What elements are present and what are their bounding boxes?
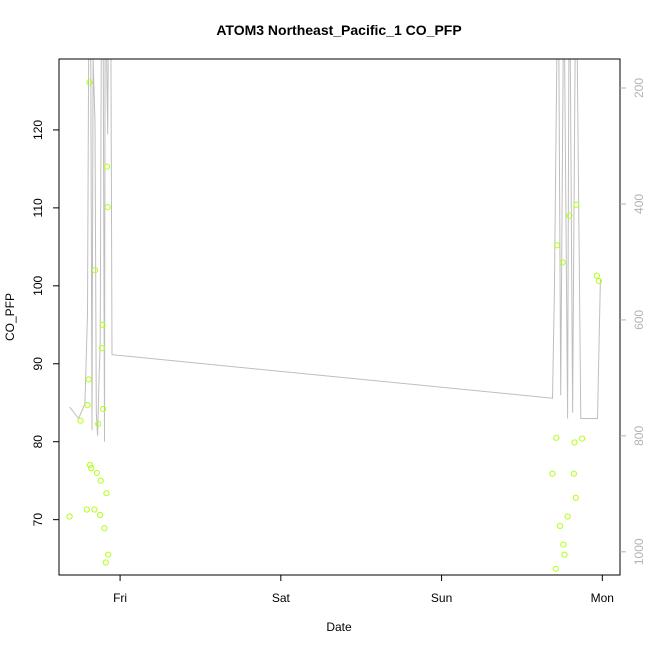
y2-tick-label: 400 [632, 194, 646, 214]
y-tick-label: 100 [31, 275, 45, 295]
data-point [103, 490, 110, 497]
data-point [559, 259, 566, 266]
data-point [91, 267, 99, 274]
data-point [571, 439, 578, 446]
data-point [66, 513, 73, 520]
data-point [564, 513, 571, 520]
data-point [84, 402, 91, 409]
data-point [86, 79, 93, 86]
data-point [105, 551, 112, 558]
data-point [561, 551, 568, 558]
data-point [553, 434, 560, 441]
data-point [97, 511, 104, 519]
data-point [77, 417, 84, 424]
data-point [572, 494, 579, 501]
plot-frame [58, 58, 621, 576]
data-point [556, 522, 564, 530]
x-tick-label: Sat [272, 591, 291, 605]
data-point [83, 506, 90, 513]
x-tick-label: Fri [113, 591, 127, 605]
data-point [91, 506, 98, 513]
data-point [101, 525, 108, 532]
data-point [98, 345, 106, 352]
data-point [552, 565, 559, 572]
y2-tick-label: 800 [632, 426, 646, 446]
data-point [99, 321, 106, 328]
plot-area: 70 80 90 100 110 120 200 400 600 800 1000 Fri Sat Sun… [31, 58, 646, 605]
data-point [93, 469, 101, 476]
chart-title: ATOM3 Northeast_Pacific_1 CO_PFP [216, 22, 461, 38]
y-axis-label: CO_PFP [3, 293, 17, 341]
data-point [104, 204, 111, 211]
data-point [570, 470, 578, 477]
data-point [95, 420, 102, 427]
x-tick-label: Sun [431, 591, 452, 605]
y-tick-label: 90 [31, 357, 45, 371]
x-axis-label: Date [326, 620, 352, 634]
data-point [102, 559, 109, 566]
data-point [86, 462, 94, 469]
data-point [549, 470, 556, 477]
y2-tick-label: 200 [632, 78, 646, 98]
y2-tick-label: 600 [632, 310, 646, 330]
data-point [85, 376, 92, 383]
y-tick-label: 70 [31, 513, 45, 527]
data-point [553, 242, 561, 249]
data-point [560, 541, 567, 548]
data-point [573, 201, 580, 208]
data-point [593, 272, 601, 279]
y-tick-label: 80 [31, 435, 45, 449]
data-point [579, 435, 586, 442]
data-point [104, 163, 111, 170]
y2-tick-label: 1000 [632, 538, 646, 565]
data-point [88, 465, 95, 472]
data-point [97, 477, 104, 484]
data-point [566, 212, 573, 219]
y-tick-label: 110 [31, 198, 45, 217]
data-point [100, 405, 107, 413]
data-point [595, 278, 602, 285]
y-tick-label: 120 [31, 120, 45, 140]
x-tick-label: Mon [591, 591, 614, 605]
series-line [69, 59, 601, 442]
